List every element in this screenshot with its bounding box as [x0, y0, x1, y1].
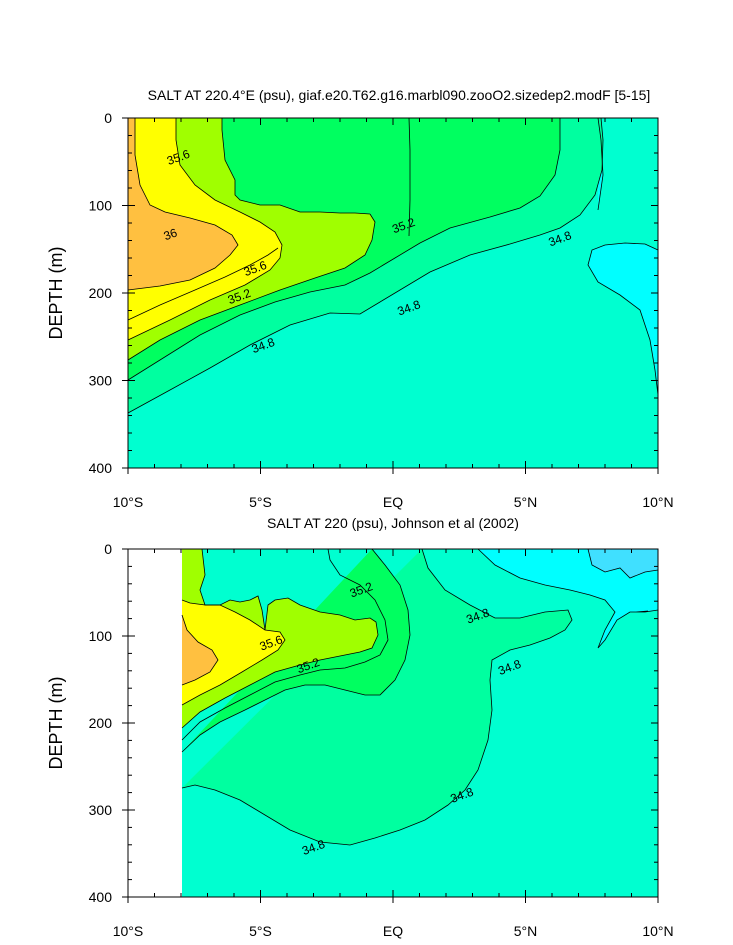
panel-top-title: SALT AT 220.4°E (psu), giaf.e20.T62.g16.…: [148, 87, 651, 103]
panel-top-contour-fills: [128, 118, 658, 468]
x-tick-label: 10°S: [113, 494, 144, 510]
y-tick-label: 0: [104, 110, 112, 126]
contour-line-35-6-top: [127, 247, 279, 321]
panel-bottom-ticks: [122, 548, 659, 903]
panel-top-contour-lines: [127, 117, 659, 414]
fill-34-4-region: [588, 549, 658, 578]
y-tick-label: 100: [89, 628, 113, 644]
y-tick-label: 300: [89, 373, 113, 389]
contour-line-34-8-bottom: [181, 548, 573, 846]
y-tick-label: 300: [89, 802, 113, 818]
y-axis-label: DEPTH (m): [46, 677, 66, 770]
x-tick-label: EQ: [383, 494, 403, 510]
y-tick-label: 0: [104, 541, 112, 557]
y-tick-label: 400: [89, 889, 113, 905]
contour-line-35-2-bottom: [181, 548, 389, 741]
contour-line-36-bottom: [181, 614, 219, 686]
x-tick-label: 10°N: [642, 494, 673, 510]
contour-line-36-top: [127, 118, 239, 291]
y-tick-label: 200: [89, 715, 113, 731]
panel-top-ticks: [122, 117, 659, 474]
panel-bottom-title: SALT AT 220 (psu), Johnson et al (2002): [267, 515, 519, 531]
contour-line-35-6-bottom: [181, 599, 286, 706]
contour-label: 36: [162, 225, 180, 243]
x-tick-label: 5°S: [249, 923, 272, 939]
contour-line-35-4-top: [127, 118, 371, 341]
y-tick-label: 100: [89, 198, 113, 214]
x-tick-label: 10°S: [113, 923, 144, 939]
contour-line-34-8-top: [127, 117, 604, 414]
panel-top: SALT AT 220.4°E (psu), giaf.e20.T62.g16.…: [46, 87, 674, 510]
contour-line-34-6-top: [587, 117, 659, 396]
contour-line-35-0-top: [127, 118, 561, 381]
panel-bottom-contour-lines: [181, 548, 659, 846]
fill-36-region: [128, 118, 238, 290]
fill-34-6-region: [588, 118, 658, 395]
x-tick-label: 5°S: [249, 494, 272, 510]
y-tick-label: 400: [89, 460, 113, 476]
fill-34-6-region: [478, 549, 658, 648]
contour-line-34-6-bottom: [477, 548, 659, 649]
contour-line-35-2-top: [127, 117, 411, 361]
contour-line-35-0-bottom: [181, 548, 411, 753]
x-tick-label: EQ: [383, 923, 403, 939]
panel-bottom-contour-fills: [182, 549, 658, 897]
panel-bottom: SALT AT 220 (psu), Johnson et al (2002) …: [46, 515, 674, 939]
contour-line-34-4-bottom: [587, 548, 659, 579]
x-tick-label: 5°N: [514, 494, 538, 510]
y-axis-label: DEPTH (m): [46, 247, 66, 340]
x-tick-label: 10°N: [642, 923, 673, 939]
fill-35-0-region: [182, 549, 572, 845]
x-tick-label: 5°N: [514, 923, 538, 939]
fill-36-region: [182, 615, 218, 685]
y-tick-label: 200: [89, 285, 113, 301]
